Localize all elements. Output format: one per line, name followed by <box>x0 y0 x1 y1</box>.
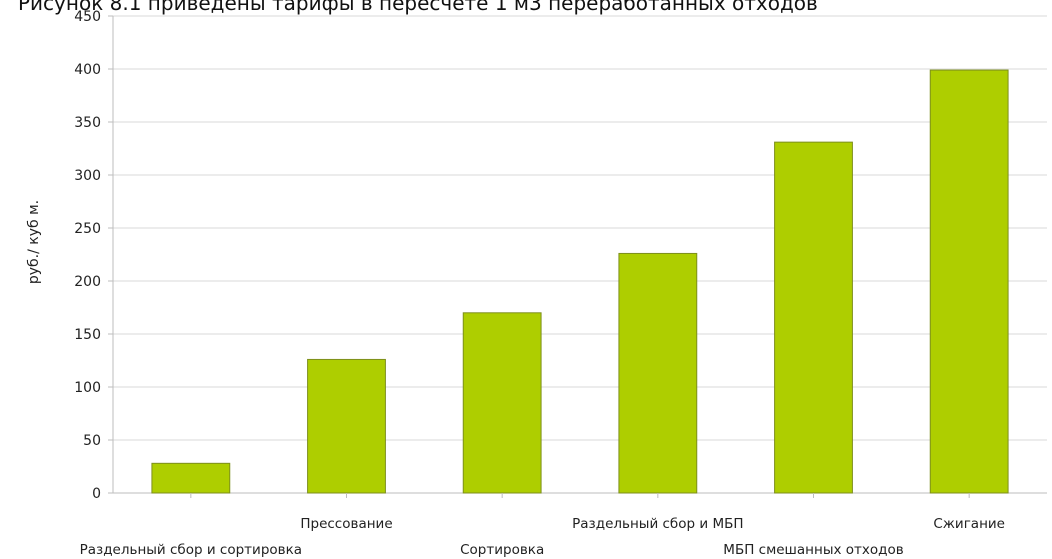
bar <box>307 358 386 494</box>
y-axis-label: руб./ куб м. <box>26 200 42 284</box>
bar <box>151 462 231 494</box>
y-axis: 0 50 100 150 200 250 300 350 400 450 <box>74 9 114 502</box>
x-category-label: Раздельный сбор и МБП <box>572 516 743 532</box>
y-tick-label: 450 <box>74 9 101 25</box>
figure-caption: Рисунок 8.1 приведены тарифы в пересчете… <box>18 0 818 15</box>
y-tick-label: 0 <box>92 486 101 502</box>
y-tick-label: 300 <box>74 168 101 184</box>
x-category-label: МБП смешанных отходов <box>723 542 903 558</box>
y-tick-label: 400 <box>74 62 101 78</box>
y-tick-label: 200 <box>74 274 101 290</box>
bar <box>774 141 853 494</box>
y-tick-label: 50 <box>83 433 101 449</box>
y-tick-label: 350 <box>74 115 101 131</box>
y-tick-label: 250 <box>74 221 101 237</box>
bar <box>929 69 1009 494</box>
x-category-label: Раздельный сбор и сортировка <box>80 542 302 558</box>
x-category-label: Прессование <box>300 516 392 532</box>
bars <box>151 69 1009 494</box>
x-axis-labels: Раздельный сбор и сортировка Прессование С… <box>80 493 1005 558</box>
x-category-label: Сжигание <box>933 516 1005 532</box>
y-tick-label: 150 <box>74 327 101 343</box>
bar <box>618 252 698 494</box>
bar <box>462 312 542 494</box>
x-category-label: Сортировка <box>460 542 544 558</box>
gridlines <box>113 15 1047 494</box>
y-tick-label: 100 <box>74 380 101 396</box>
